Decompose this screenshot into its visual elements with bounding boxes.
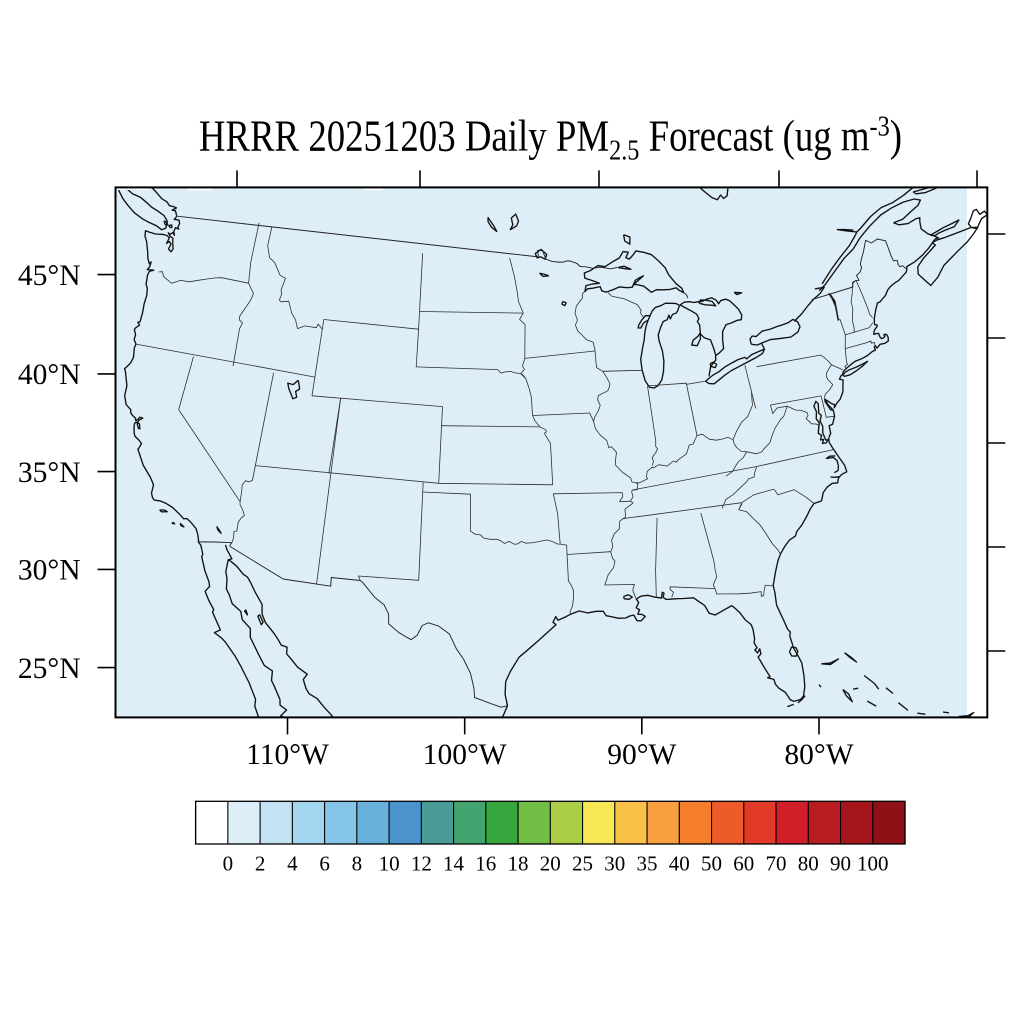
- svg-text:12: 12: [411, 852, 432, 876]
- svg-text:80: 80: [798, 852, 819, 876]
- svg-text:8: 8: [352, 852, 363, 876]
- svg-text:HRRR 20251203 Daily PM2.5 Fore: HRRR 20251203 Daily PM2.5 Forecast (ug m…: [199, 109, 902, 166]
- svg-text:30: 30: [604, 852, 625, 876]
- svg-text:110°W: 110°W: [246, 739, 329, 771]
- svg-text:45°N: 45°N: [18, 260, 81, 292]
- svg-text:4: 4: [287, 852, 298, 876]
- svg-text:60: 60: [733, 852, 754, 876]
- svg-text:20: 20: [540, 852, 561, 876]
- svg-text:90°W: 90°W: [607, 739, 676, 771]
- svg-text:14: 14: [443, 852, 465, 876]
- svg-text:80°W: 80°W: [784, 739, 853, 771]
- svg-text:16: 16: [475, 852, 496, 876]
- svg-text:90: 90: [830, 852, 851, 876]
- svg-text:35°N: 35°N: [18, 457, 81, 489]
- svg-text:100: 100: [857, 852, 889, 876]
- svg-text:0: 0: [223, 852, 234, 876]
- svg-text:25°N: 25°N: [18, 653, 81, 685]
- svg-text:70: 70: [766, 852, 787, 876]
- svg-text:10: 10: [379, 852, 400, 876]
- svg-text:25: 25: [572, 852, 593, 876]
- svg-text:40: 40: [669, 852, 690, 876]
- svg-text:35: 35: [637, 852, 658, 876]
- svg-text:18: 18: [508, 852, 529, 876]
- svg-text:100°W: 100°W: [423, 739, 507, 771]
- svg-text:2: 2: [255, 852, 266, 876]
- svg-text:6: 6: [319, 852, 330, 876]
- svg-text:30°N: 30°N: [18, 555, 81, 587]
- svg-text:40°N: 40°N: [18, 359, 81, 391]
- svg-text:50: 50: [701, 852, 722, 876]
